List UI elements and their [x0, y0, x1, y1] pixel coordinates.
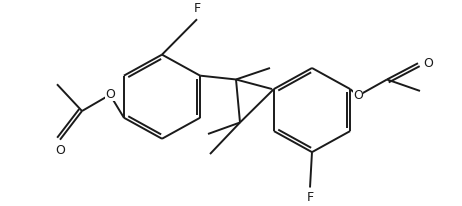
- Text: O: O: [353, 89, 363, 102]
- Text: O: O: [105, 88, 115, 101]
- Text: F: F: [306, 191, 314, 204]
- Text: O: O: [55, 144, 65, 157]
- Text: F: F: [194, 2, 201, 15]
- Text: O: O: [423, 57, 433, 70]
